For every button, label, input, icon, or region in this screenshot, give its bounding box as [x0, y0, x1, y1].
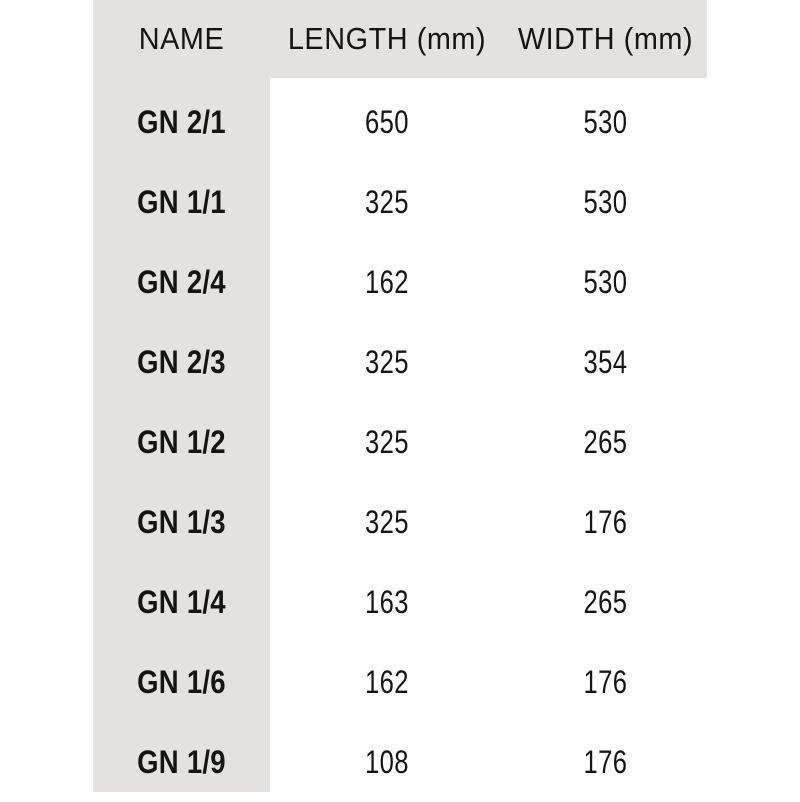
- name-column-background: [93, 0, 270, 792]
- column-header-length: LENGTH (mm): [287, 21, 487, 56]
- cell-width: 265: [583, 423, 628, 460]
- cell-name: GN 2/3: [137, 343, 226, 380]
- cell-width: 265: [583, 583, 628, 620]
- cell-name: GN 1/2: [137, 423, 226, 460]
- cell-length: 325: [365, 503, 409, 540]
- table-row: GN 1/2 325 265: [0, 402, 800, 482]
- cell-width: 530: [583, 263, 628, 300]
- cell-width: 176: [583, 743, 628, 780]
- cell-length: 325: [365, 343, 409, 380]
- cell-length: 162: [365, 663, 409, 700]
- table-row: GN 2/1 650 530: [0, 82, 800, 162]
- cell-name: GN 1/4: [137, 583, 226, 620]
- cell-length: 163: [365, 583, 409, 620]
- cell-width: 176: [583, 663, 628, 700]
- column-header-name: NAME: [138, 21, 225, 56]
- cell-name: GN 1/6: [137, 663, 226, 700]
- table-header-row: NAME LENGTH (mm) WIDTH (mm): [0, 0, 800, 78]
- table-row: GN 1/6 162 176: [0, 642, 800, 722]
- table-row: GN 1/1 325 530: [0, 162, 800, 242]
- cell-length: 108: [365, 743, 409, 780]
- cell-length: 162: [365, 263, 409, 300]
- cell-name: GN 1/9: [137, 743, 226, 780]
- table-row: GN 2/3 325 354: [0, 322, 800, 402]
- table-row: GN 2/4 162 530: [0, 242, 800, 322]
- cell-length: 650: [365, 103, 409, 140]
- table-row: GN 1/4 163 265: [0, 562, 800, 642]
- cell-length: 325: [365, 183, 409, 220]
- cell-width: 354: [583, 343, 628, 380]
- cell-name: GN 1/3: [137, 503, 226, 540]
- table-row: GN 1/3 325 176: [0, 482, 800, 562]
- cell-width: 530: [583, 183, 628, 220]
- cell-width: 176: [583, 503, 628, 540]
- column-header-width: WIDTH (mm): [517, 21, 694, 56]
- cell-name: GN 2/1: [137, 103, 226, 140]
- cell-name: GN 2/4: [137, 263, 226, 300]
- cell-width: 530: [583, 103, 628, 140]
- cell-length: 325: [365, 423, 409, 460]
- table-row: GN 1/9 108 176: [0, 722, 800, 802]
- cell-name: GN 1/1: [137, 183, 226, 220]
